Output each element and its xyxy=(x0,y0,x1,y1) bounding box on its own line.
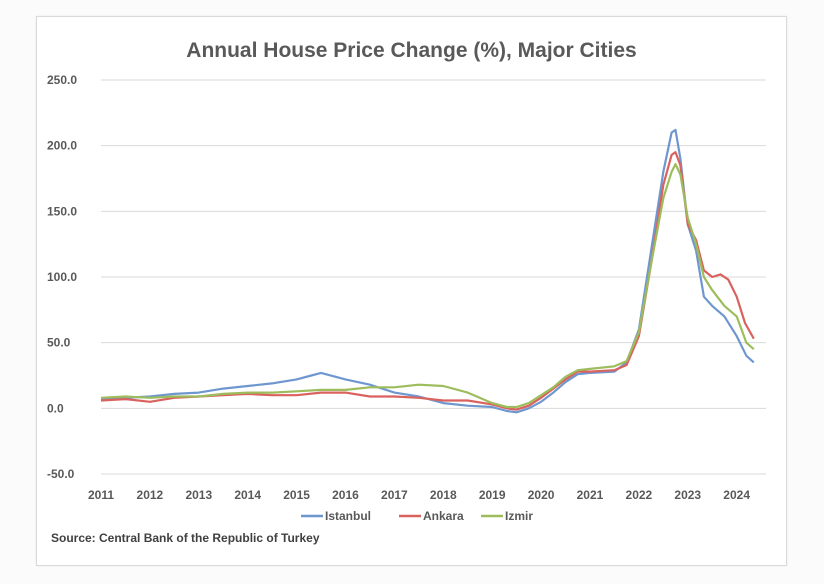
y-tick-label: 100.0 xyxy=(47,270,77,284)
x-tick-label: 2012 xyxy=(137,488,164,502)
x-tick-label: 2011 xyxy=(88,488,114,502)
chart-card: Annual House Price Change (%), Major Cit… xyxy=(36,16,787,566)
x-tick-label: 2020 xyxy=(528,488,555,502)
x-tick-label: 2015 xyxy=(283,488,310,502)
series-line-ankara xyxy=(100,151,755,411)
y-tick-label: 50.0 xyxy=(47,336,71,350)
x-tick-label: 2021 xyxy=(577,488,604,502)
y-tick-label: 250.0 xyxy=(47,73,77,87)
x-tick-label: 2024 xyxy=(723,488,750,502)
x-tick-label: 2017 xyxy=(381,488,408,502)
chart-title: Annual House Price Change (%), Major Cit… xyxy=(186,39,637,62)
y-tick-label: 150.0 xyxy=(47,204,77,218)
source-note: Source: Central Bank of the Republic of … xyxy=(51,531,320,545)
legend-label-ankara: Ankara xyxy=(423,509,464,523)
line-chart: 250.0 200.0 150.0 100.0 50.0 0.0 -50.0 2011 2012… xyxy=(47,73,766,523)
x-tick-label: 2014 xyxy=(234,488,261,502)
series-line-izmir xyxy=(100,163,755,409)
y-tick-label: 200.0 xyxy=(47,139,77,153)
y-tick-label: -50.0 xyxy=(47,467,75,481)
x-tick-label: 2018 xyxy=(430,488,457,502)
x-tick-label: 2016 xyxy=(332,488,359,502)
y-tick-label: 0.0 xyxy=(47,401,64,415)
x-tick-label: 2013 xyxy=(185,488,212,502)
x-tick-label: 2022 xyxy=(626,488,653,502)
legend-label-izmir: Izmir xyxy=(505,509,533,523)
series-line-istanbul xyxy=(100,128,755,414)
x-tick-label: 2023 xyxy=(674,488,701,502)
x-tick-label: 2019 xyxy=(479,488,506,502)
legend-label-istanbul: Istanbul xyxy=(325,509,371,523)
